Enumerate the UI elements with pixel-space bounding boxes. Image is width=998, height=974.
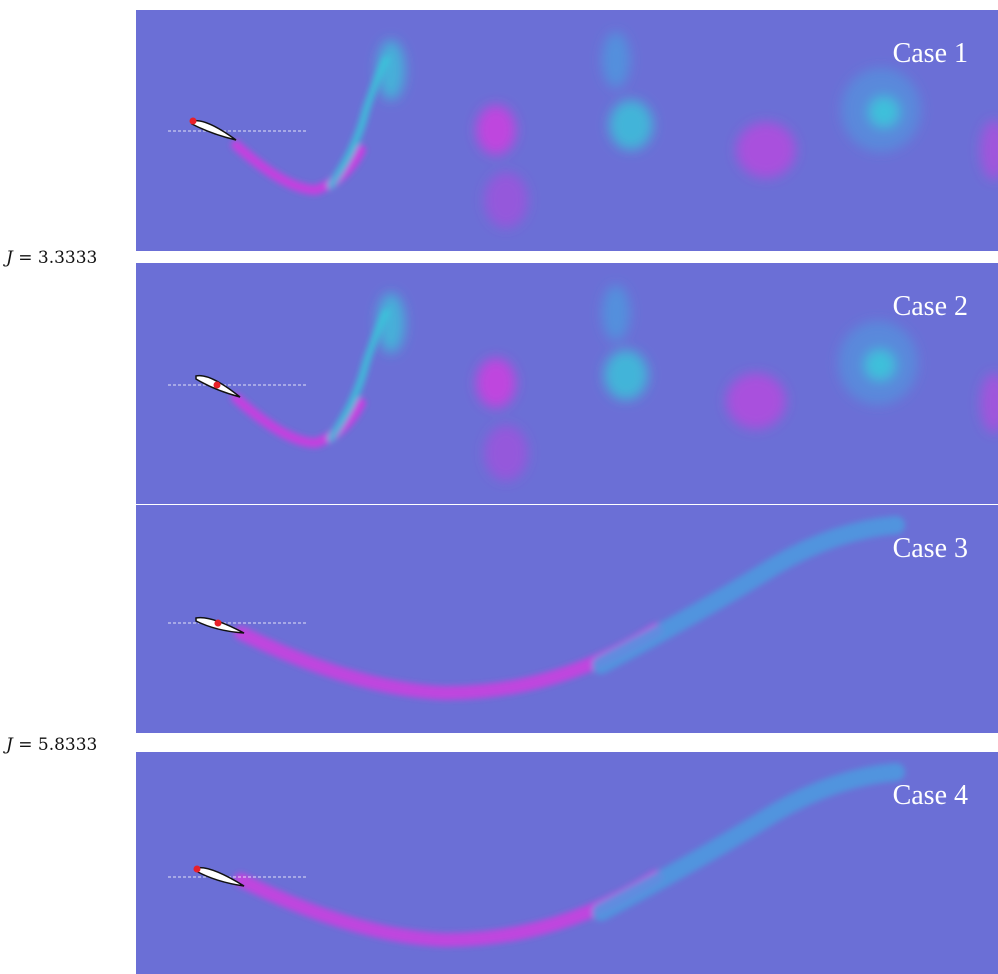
case-title: Case 1	[892, 38, 968, 69]
panel-case-1: Case 1	[136, 10, 998, 251]
j-label-top: J = 3.3333	[6, 248, 98, 268]
vorticity-field-case-4	[136, 752, 998, 974]
vorticity-field-case-2	[136, 263, 998, 504]
panel-case-2: Case 2	[136, 263, 998, 504]
vorticity-field-case-1	[136, 10, 998, 251]
vorticity-field-case-3	[136, 505, 998, 733]
case-title: Case 3	[892, 533, 968, 564]
j-label-bottom: J = 5.8333	[6, 735, 98, 755]
case-title: Case 4	[892, 780, 968, 811]
panel-case-4: Case 4	[136, 752, 998, 974]
case-title: Case 2	[892, 291, 968, 322]
panel-case-3: Case 3	[136, 505, 998, 733]
